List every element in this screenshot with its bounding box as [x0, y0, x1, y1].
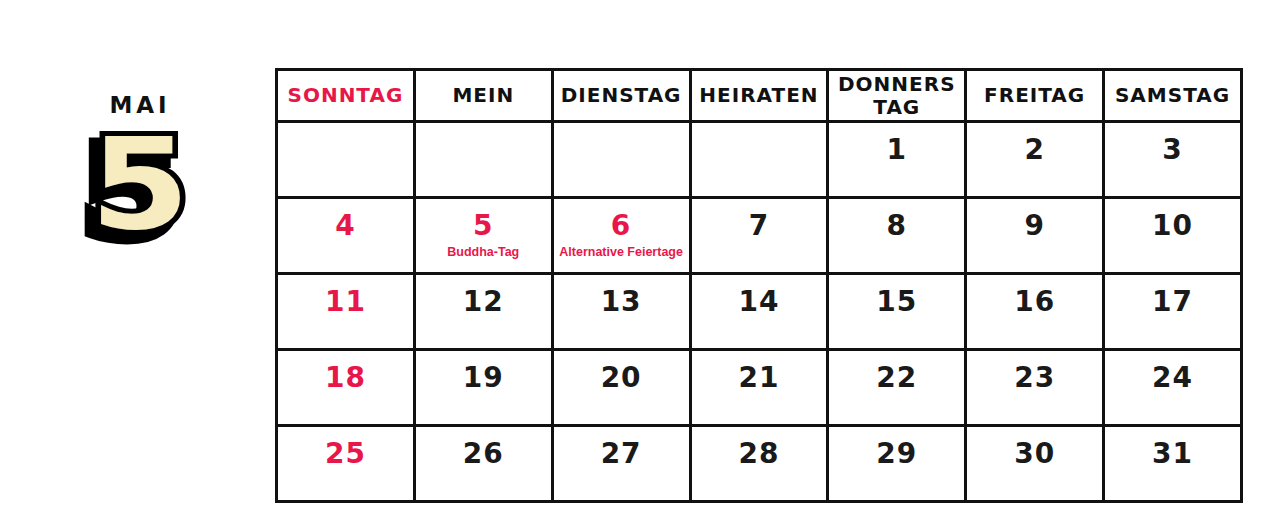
day-number: 2 — [968, 133, 1101, 166]
holiday-note: Alternative Feiertage — [554, 245, 689, 259]
weekday-header: DONNERS TAG — [828, 70, 966, 122]
day-number: 1 — [830, 133, 963, 166]
day-cell: 15 — [828, 274, 966, 350]
day-number: 5 — [417, 209, 550, 242]
day-number: 25 — [279, 437, 412, 470]
day-number: 20 — [555, 361, 688, 394]
day-cell — [414, 122, 552, 198]
day-cell: 27 — [552, 426, 690, 502]
day-cell: 1 — [828, 122, 966, 198]
calendar-week-row: 123 — [277, 122, 1242, 198]
day-cell: 5 Buddha-Tag — [414, 198, 552, 274]
calendar-header-row: SONNTAGMEINDIENSTAGHEIRATENDONNERS TAGFR… — [277, 70, 1242, 122]
day-number: 30 — [968, 437, 1101, 470]
day-cell: 24 — [1104, 350, 1242, 426]
day-cell: 18 — [277, 350, 415, 426]
day-cell — [552, 122, 690, 198]
weekday-header: SAMSTAG — [1104, 70, 1242, 122]
day-number: 13 — [555, 285, 688, 318]
weekday-header: DIENSTAG — [552, 70, 690, 122]
day-cell: 16 — [966, 274, 1104, 350]
day-cell: 30 — [966, 426, 1104, 502]
day-cell: 3 — [1104, 122, 1242, 198]
month-number: 5 5 — [37, 122, 242, 272]
day-number: 22 — [830, 361, 963, 394]
day-cell: 19 — [414, 350, 552, 426]
day-cell: 8 — [828, 198, 966, 274]
day-number: 26 — [417, 437, 550, 470]
day-cell: 23 — [966, 350, 1104, 426]
day-cell: 17 — [1104, 274, 1242, 350]
day-cell: 11 — [277, 274, 415, 350]
calendar-week-row: 18192021222324 — [277, 350, 1242, 426]
day-number: 14 — [693, 285, 826, 318]
weekday-header: FREITAG — [966, 70, 1104, 122]
day-number: 29 — [830, 437, 963, 470]
day-cell: 31 — [1104, 426, 1242, 502]
month-badge: MAI 5 5 — [50, 92, 230, 272]
day-number: 6 — [555, 209, 688, 242]
holiday-note: Buddha-Tag — [416, 245, 551, 259]
month-number-face: 5 — [37, 122, 242, 248]
day-cell: 20 — [552, 350, 690, 426]
day-cell: 10 — [1104, 198, 1242, 274]
day-number: 24 — [1106, 361, 1239, 394]
day-cell: 12 — [414, 274, 552, 350]
day-number: 27 — [555, 437, 688, 470]
day-cell: 28 — [690, 426, 828, 502]
day-number: 7 — [693, 209, 826, 242]
weekday-header: SONNTAG — [277, 70, 415, 122]
day-number: 21 — [693, 361, 826, 394]
day-number: 16 — [968, 285, 1101, 318]
day-number: 18 — [279, 361, 412, 394]
day-number: 23 — [968, 361, 1101, 394]
day-cell: 29 — [828, 426, 966, 502]
day-cell: 9 — [966, 198, 1104, 274]
day-cell: 6 Alternative Feiertage — [552, 198, 690, 274]
day-number: 17 — [1106, 285, 1239, 318]
calendar-body: 12345Buddha-Tag6Alternative Feiertage789… — [277, 122, 1242, 502]
day-cell: 22 — [828, 350, 966, 426]
day-number: 31 — [1106, 437, 1239, 470]
calendar-week-row: 45 Buddha-Tag 6 Alternative Feiertage 78910 — [277, 198, 1242, 274]
day-cell: 13 — [552, 274, 690, 350]
day-cell — [690, 122, 828, 198]
day-cell: 25 — [277, 426, 415, 502]
day-number: 9 — [968, 209, 1101, 242]
weekday-header: MEIN — [414, 70, 552, 122]
day-number: 11 — [279, 285, 412, 318]
day-cell: 7 — [690, 198, 828, 274]
day-number: 3 — [1106, 133, 1239, 166]
weekday-header: HEIRATEN — [690, 70, 828, 122]
calendar-table: SONNTAGMEINDIENSTAGHEIRATENDONNERS TAGFR… — [275, 68, 1243, 503]
day-number: 19 — [417, 361, 550, 394]
calendar-week-row: 11121314151617 — [277, 274, 1242, 350]
calendar-week-row: 25262728293031 — [277, 426, 1242, 502]
day-cell: 4 — [277, 198, 415, 274]
day-number: 12 — [417, 285, 550, 318]
day-number: 8 — [830, 209, 963, 242]
day-cell: 2 — [966, 122, 1104, 198]
day-cell: 14 — [690, 274, 828, 350]
day-number: 15 — [830, 285, 963, 318]
day-cell: 21 — [690, 350, 828, 426]
day-number: 10 — [1106, 209, 1239, 242]
day-number: 4 — [279, 209, 412, 242]
day-cell: 26 — [414, 426, 552, 502]
day-cell — [277, 122, 415, 198]
day-number: 28 — [693, 437, 826, 470]
